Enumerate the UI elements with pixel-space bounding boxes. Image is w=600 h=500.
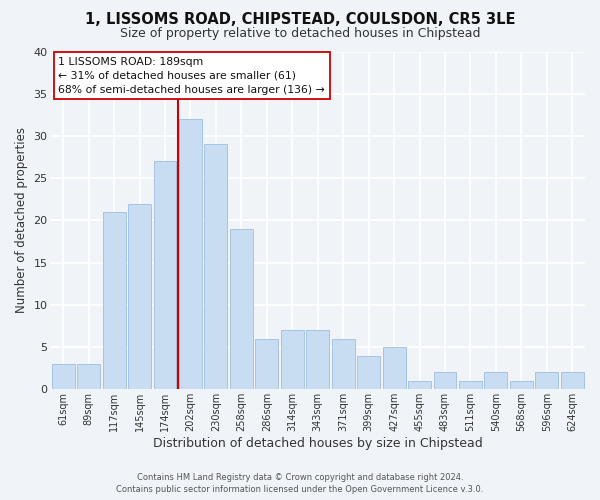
Bar — [434, 372, 457, 390]
Bar — [128, 204, 151, 390]
Bar — [561, 372, 584, 390]
Bar — [52, 364, 74, 390]
Bar — [77, 364, 100, 390]
Text: Size of property relative to detached houses in Chipstead: Size of property relative to detached ho… — [120, 28, 480, 40]
Text: 1, LISSOMS ROAD, CHIPSTEAD, COULSDON, CR5 3LE: 1, LISSOMS ROAD, CHIPSTEAD, COULSDON, CR… — [85, 12, 515, 28]
Bar — [179, 119, 202, 390]
Bar — [256, 338, 278, 390]
Text: Contains HM Land Registry data © Crown copyright and database right 2024.
Contai: Contains HM Land Registry data © Crown c… — [116, 472, 484, 494]
Bar — [281, 330, 304, 390]
Bar — [205, 144, 227, 390]
Bar — [230, 229, 253, 390]
Bar — [357, 356, 380, 390]
Bar — [408, 381, 431, 390]
Bar — [306, 330, 329, 390]
X-axis label: Distribution of detached houses by size in Chipstead: Distribution of detached houses by size … — [153, 437, 482, 450]
Bar — [484, 372, 508, 390]
Bar — [332, 338, 355, 390]
Bar — [383, 347, 406, 390]
Y-axis label: Number of detached properties: Number of detached properties — [15, 128, 28, 314]
Bar — [154, 162, 176, 390]
Bar — [510, 381, 533, 390]
Bar — [535, 372, 558, 390]
Bar — [459, 381, 482, 390]
Bar — [103, 212, 125, 390]
Text: 1 LISSOMS ROAD: 189sqm
← 31% of detached houses are smaller (61)
68% of semi-det: 1 LISSOMS ROAD: 189sqm ← 31% of detached… — [58, 56, 325, 94]
